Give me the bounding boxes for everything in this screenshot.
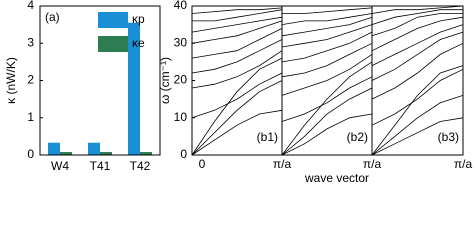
panel-label-bg — [431, 129, 461, 147]
panel-label-bg — [250, 129, 280, 147]
bar — [60, 152, 72, 155]
band-line — [371, 9, 463, 25]
band-line — [281, 31, 373, 63]
x-tick-label: 0 — [199, 157, 206, 171]
band-line — [281, 24, 373, 48]
y-tick-label: 20 — [174, 73, 188, 87]
x-tick-label: T41 — [90, 159, 111, 173]
y-tick-label: 1 — [27, 110, 34, 124]
band-line — [191, 28, 283, 59]
x-axis-label: wave vector — [304, 171, 369, 183]
panel-label: (b2) — [347, 130, 368, 144]
y-tick-label: 40 — [174, 0, 188, 12]
bar — [88, 142, 100, 155]
legend-label: κe — [132, 36, 145, 50]
band-line — [371, 5, 464, 14]
y-tick-label: 10 — [174, 110, 188, 124]
panel-label-bg — [340, 129, 370, 147]
y-tick-label: 30 — [174, 35, 188, 49]
band-line — [371, 117, 464, 156]
band-line — [371, 13, 463, 37]
band-line — [192, 9, 283, 22]
band-line — [371, 95, 464, 156]
band-line — [371, 16, 464, 52]
band-line — [281, 13, 373, 25]
band-line — [191, 16, 283, 33]
band-line — [281, 87, 373, 156]
band-line — [371, 68, 464, 126]
band-line — [191, 72, 283, 119]
band-line — [191, 39, 283, 74]
legend-swatch — [98, 12, 128, 28]
band-line — [191, 20, 283, 44]
band-line — [191, 57, 283, 156]
band-line — [191, 50, 283, 89]
plot-frame — [39, 5, 161, 156]
band-line — [281, 42, 373, 78]
legend-swatch — [98, 36, 128, 52]
y-tick-label: 0 — [180, 147, 187, 161]
y-tick-label: 4 — [27, 0, 34, 12]
x-tick-label: T42 — [130, 159, 151, 173]
bar — [100, 152, 112, 155]
band-line — [371, 31, 464, 81]
band-line — [281, 76, 373, 122]
y-tick-label: 0 — [27, 147, 34, 161]
panel-label: (a) — [45, 10, 60, 24]
band-line — [281, 61, 373, 156]
bar — [140, 152, 152, 155]
x-tick-label: W4 — [51, 159, 69, 173]
x-tick-label: π/a — [363, 157, 382, 171]
y-axis-label: κ (nW/K) — [4, 57, 18, 104]
y-tick-label: 2 — [27, 73, 34, 87]
bar — [128, 22, 140, 156]
x-tick-label: π/a — [273, 157, 292, 171]
band-line — [191, 80, 283, 156]
band-line — [282, 7, 373, 14]
band-line — [191, 109, 283, 156]
band-line — [281, 54, 373, 96]
panel-label: (b3) — [438, 130, 459, 144]
band-line — [371, 65, 464, 156]
plot-frame — [371, 5, 464, 156]
band-line — [371, 42, 464, 100]
panel-label: (b1) — [257, 130, 278, 144]
x-tick-label: π/a — [454, 157, 473, 171]
band-line — [281, 16, 373, 37]
band-line — [371, 24, 464, 66]
y-tick-label: 3 — [27, 35, 34, 49]
y-axis-label: ω (cm⁻¹) — [158, 57, 172, 104]
legend-label: κp — [132, 12, 145, 26]
bar — [48, 142, 60, 155]
figure: W4 T41 T42 0 1 2 3 4 κ (nW/K) (a) κp κe 0 10 20 30 40 0 π/… — [4, 0, 473, 183]
band-line — [191, 7, 283, 14]
band-line — [281, 113, 373, 156]
